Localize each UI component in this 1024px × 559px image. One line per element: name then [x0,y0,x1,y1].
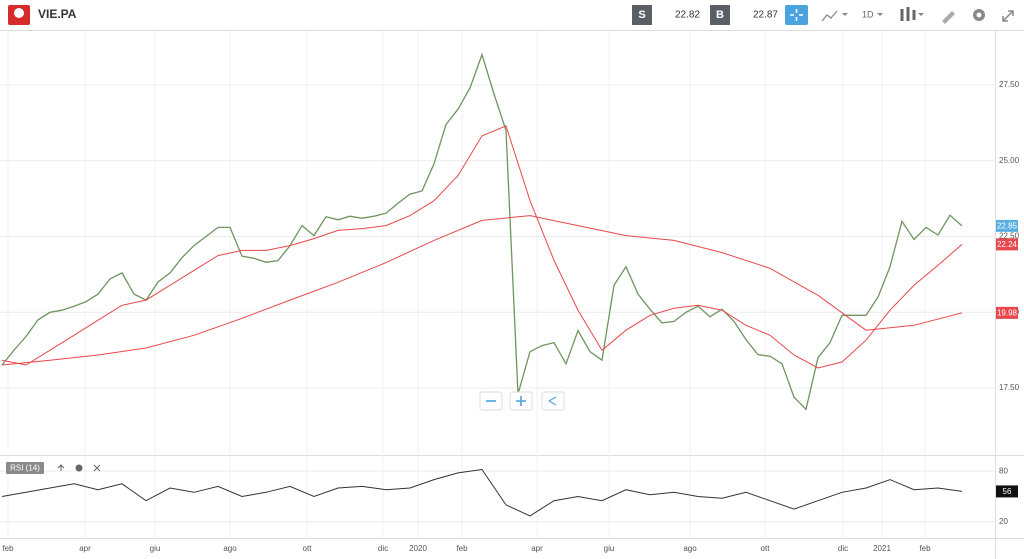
draw-icon[interactable] [942,11,955,24]
x-tick-label: feb [2,544,14,553]
x-tick-label: feb [456,544,468,553]
dropdown [842,13,848,16]
x-tick-label: dic [838,544,848,553]
zoom-in-icon [516,396,526,406]
buy-price: 22.87 [753,10,778,21]
y-tick-label: 25.00 [999,156,1020,165]
y-tick-label: 22.50 [999,232,1020,241]
x-tick-label: giu [604,544,615,553]
last-value-tag [996,219,1018,232]
chart-type-icon[interactable] [821,10,838,22]
x-tick-label: 2020 [409,544,427,553]
buy-label: B [716,9,724,21]
toolbar [0,0,1024,30]
x-tick-label: ago [683,544,697,553]
y-tick-label: 20 [999,517,1008,526]
indicator-title: RSI (14) [10,464,40,473]
dropdown [877,13,883,16]
fullscreen-icon[interactable] [1002,10,1014,22]
candles-icon[interactable] [900,7,916,21]
buy-button[interactable] [710,5,730,25]
sell-button[interactable] [632,5,652,25]
symbol: VIE.PA [38,7,77,21]
x-tick-label: feb [919,544,931,553]
series-line [1,468,963,517]
sell-label: S [638,9,645,21]
sell-price: 22.82 [675,10,700,21]
interval[interactable]: 1D [862,9,874,19]
x-tick-label: ott [761,544,771,553]
last-value-label: 56 [1003,487,1012,496]
crosshair-button[interactable] [785,5,808,25]
share-icon [548,396,557,406]
indicator-badge[interactable] [6,462,44,474]
share[interactable] [541,391,565,411]
x-tick-label: ago [223,544,237,553]
x-tick-label: dic [378,544,388,553]
series-line [1,52,963,411]
last-value-tag [996,485,1018,498]
last-value-tag [996,238,1018,251]
x-tick-label: giu [150,544,161,553]
series-line [1,125,963,369]
indicator-up[interactable] [57,464,65,471]
last-value-label: 22.85 [997,221,1018,230]
x-tick-label: apr [79,544,91,553]
last-value-label: 22.24 [997,240,1018,249]
y-tick-label: 27.50 [999,80,1020,89]
y-tick-label: 80 [999,466,1008,475]
logo-mark [14,8,24,18]
y-tick-label: 17.50 [999,383,1020,392]
indicator-settings[interactable] [75,464,83,472]
settings-hole [976,12,982,18]
last-value-label: 19.98 [997,308,1018,317]
series-line [1,215,963,366]
x-tick-label: 2021 [873,544,891,553]
dropdown [918,13,924,16]
crosshair-icon [790,9,803,21]
x-tick-label: apr [531,544,543,553]
x-tick-label: ott [303,544,313,553]
indicator-close[interactable] [93,464,101,472]
last-value-tag [996,306,1018,319]
